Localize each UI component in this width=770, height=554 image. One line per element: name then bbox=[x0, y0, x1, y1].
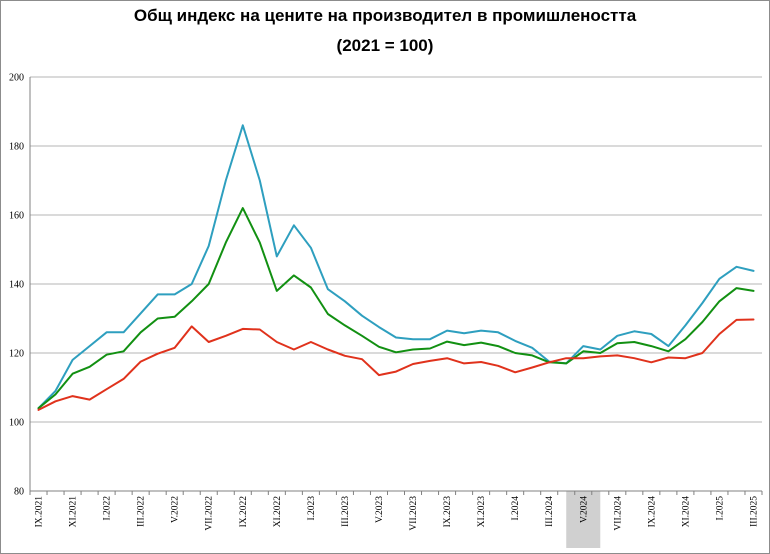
x-tick-label: XI.2023 bbox=[477, 496, 487, 528]
series-line-3 bbox=[37, 318, 755, 411]
x-tick-label: VII.2023 bbox=[409, 496, 419, 531]
x-tick-label: IX.2022 bbox=[239, 496, 249, 528]
x-tick-label: III.2023 bbox=[341, 496, 351, 527]
x-tick-label: XI.2024 bbox=[681, 496, 691, 528]
x-tick-label: XI.2021 bbox=[69, 496, 79, 528]
x-tick-label: IX.2024 bbox=[647, 496, 657, 528]
y-tick-label: 180 bbox=[9, 142, 24, 153]
chart-subtitle: (2021 = 100) bbox=[336, 36, 434, 55]
chart-title: Общ индекс на цените на производител в п… bbox=[133, 6, 637, 25]
series-line-2 bbox=[37, 207, 755, 410]
x-tick-label: I.2024 bbox=[511, 496, 521, 521]
x-tick-label: I.2023 bbox=[307, 496, 317, 521]
x-tick-label: IX.2021 bbox=[35, 496, 45, 528]
x-tick-label: V.2024 bbox=[579, 496, 589, 523]
series-line-1 bbox=[37, 124, 755, 410]
y-tick-label: 160 bbox=[9, 211, 24, 222]
y-tick-label: 200 bbox=[9, 73, 24, 84]
x-tick-label: I.2022 bbox=[103, 496, 113, 521]
x-tick-label: VII.2022 bbox=[205, 496, 215, 531]
x-tick-label: V.2022 bbox=[171, 496, 181, 523]
x-tick-label: XI.2022 bbox=[273, 496, 283, 528]
y-tick-label: 80 bbox=[14, 487, 24, 498]
x-tick-label: III.2024 bbox=[545, 496, 555, 527]
x-tick-label: VII.2024 bbox=[613, 496, 623, 531]
x-tick-label: V.2023 bbox=[375, 496, 385, 523]
x-tick-label: I.2025 bbox=[715, 496, 725, 521]
x-tick-label: IX.2023 bbox=[443, 496, 453, 528]
y-tick-label: 120 bbox=[9, 349, 24, 360]
y-tick-label: 140 bbox=[9, 280, 24, 291]
x-tick-label: III.2025 bbox=[749, 496, 759, 527]
highlight-band bbox=[566, 491, 601, 548]
x-tick-label: III.2022 bbox=[137, 496, 147, 527]
y-tick-label: 100 bbox=[9, 418, 24, 429]
